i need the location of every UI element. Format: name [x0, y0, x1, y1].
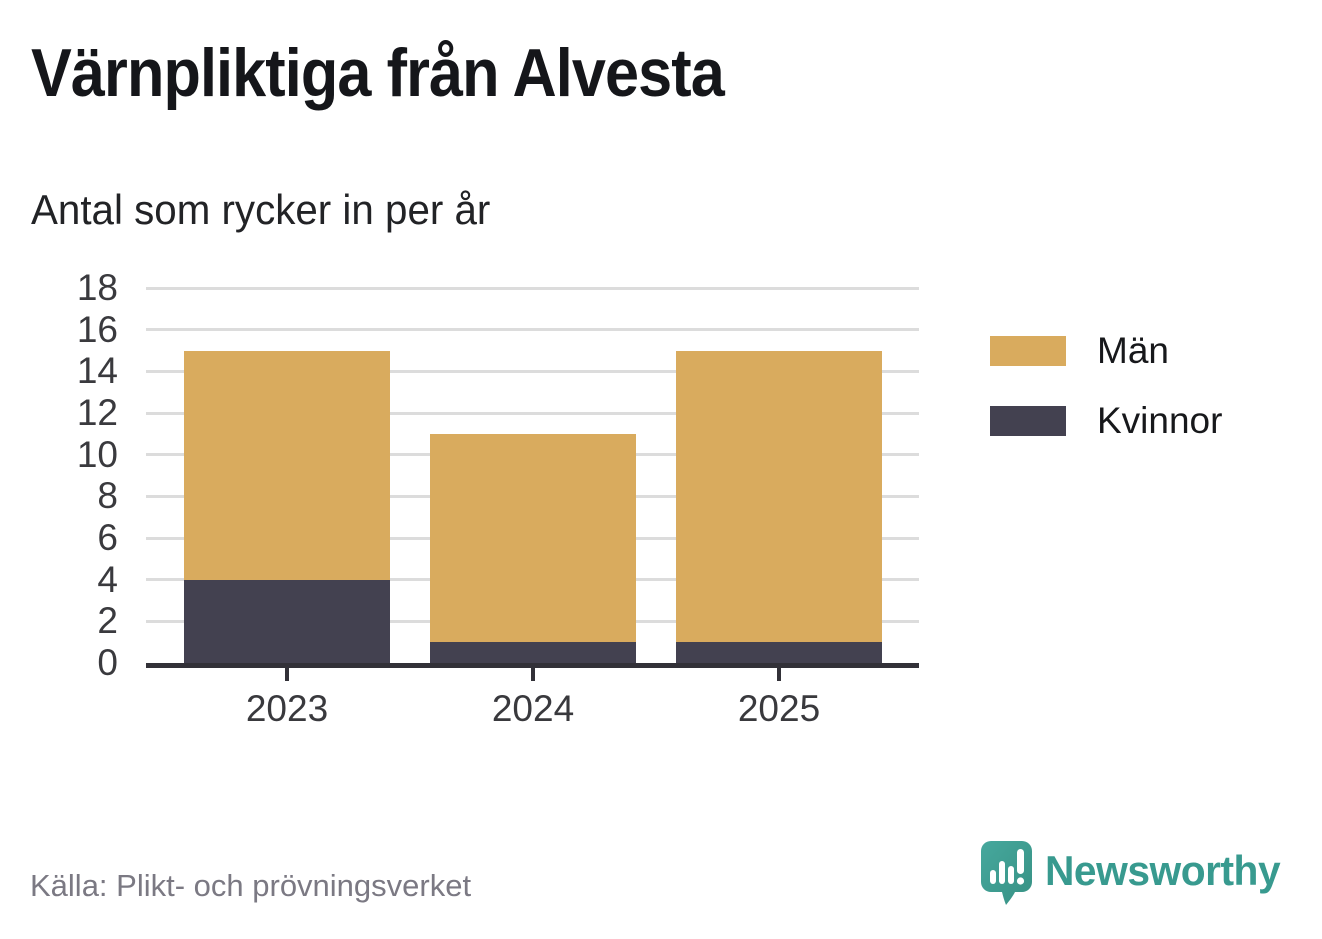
gridline-12: [146, 411, 919, 415]
legend-label-kvinnor: Kvinnor: [1097, 400, 1223, 441]
y-tick-label-18: 18: [76, 267, 118, 308]
bar-segment-kvinnor-2025: [676, 642, 882, 663]
legend-item-kvinnor: Kvinnor: [990, 400, 1222, 442]
x-axis-ticks: [146, 668, 919, 684]
y-tick-label-4: 4: [97, 558, 118, 600]
y-tick-label-0: 0: [97, 642, 118, 683]
chart-subtitle: Antal som rycker in per år: [31, 186, 491, 233]
newsworthy-wordmark: Newsworthy: [1045, 847, 1281, 894]
x-tick-label-2023: 2023: [245, 688, 329, 729]
y-tick-label-10: 10: [76, 433, 118, 475]
y-tick-label-14: 14: [76, 350, 118, 392]
y-tick-label-16: 16: [76, 308, 118, 350]
legend: Män Kvinnor: [990, 330, 1222, 470]
source-note: Källa: Plikt- och prövningsverket: [30, 868, 472, 903]
legend-swatch-män: [990, 336, 1066, 366]
gridline-14: [146, 369, 919, 373]
bar-segment-män-2023: [184, 350, 390, 580]
x-tick-label-2025: 2025: [737, 688, 821, 729]
y-tick-label-12: 12: [76, 392, 118, 433]
x-tick-2025: [777, 668, 781, 681]
x-axis-labels: 2023 2024 2025: [146, 688, 919, 732]
y-axis-labels: 0 2 4 6 8 10 12 14 16 18: [18, 267, 118, 683]
bar-segment-män-2025: [676, 350, 882, 643]
newsworthy-icon: [981, 841, 1032, 905]
legend-item-män: Män: [990, 330, 1222, 372]
bar-segment-kvinnor-2024: [430, 642, 636, 663]
gridline-18: [146, 286, 919, 290]
newsworthy-logo: Newsworthy: [980, 840, 1287, 908]
gridline-16: [146, 328, 919, 332]
legend-swatch-kvinnor: [990, 406, 1066, 436]
x-tick-2024: [531, 668, 535, 681]
bar-segment-kvinnor-2023: [184, 579, 390, 663]
x-tick-label-2024: 2024: [491, 688, 575, 729]
x-tick-2023: [285, 668, 289, 681]
x-axis-line: [146, 663, 919, 668]
bar-segment-män-2024: [430, 433, 636, 643]
legend-label-män: Män: [1097, 330, 1169, 371]
y-tick-label-2: 2: [97, 600, 118, 642]
chart-title: Värnpliktiga från Alvesta: [31, 35, 725, 111]
y-tick-label-8: 8: [97, 475, 118, 517]
y-tick-label-6: 6: [97, 517, 118, 558]
plot-area: [146, 286, 919, 663]
